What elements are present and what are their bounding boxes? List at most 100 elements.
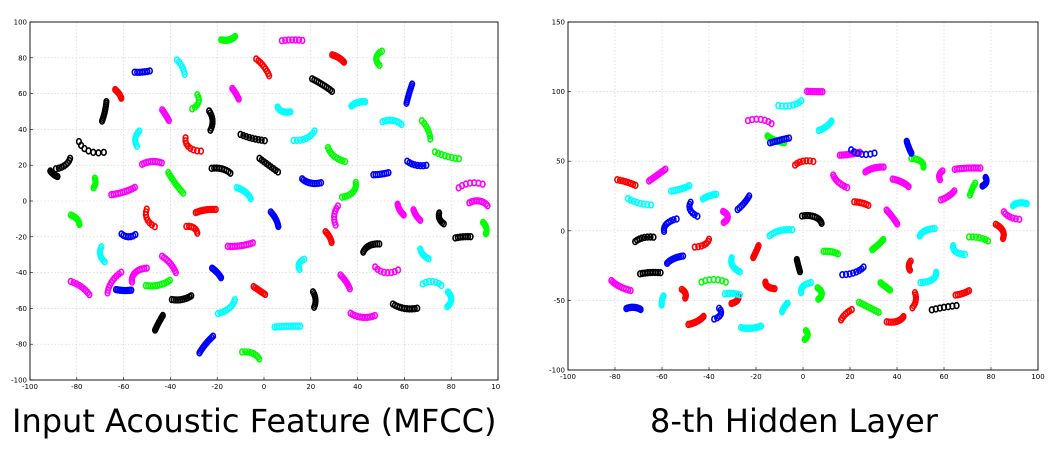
scatter-point [624,194,632,203]
scatter-point [796,267,804,276]
scatter-point [736,268,743,276]
x-tick-label: -60 [656,373,667,381]
scatter-point [950,242,957,250]
scatter-point [95,149,102,157]
scatter-point [300,135,307,144]
scatter-point [159,311,166,320]
plot-frame [29,21,499,381]
scatter-point [900,312,907,321]
y-tick-label: -60 [16,305,27,313]
scatter-point [194,229,201,237]
scatter-point [394,266,402,274]
scatter-point [182,137,189,145]
scatter-point [746,192,753,200]
chart-right-caption: 8-th Hidden Layer [650,402,938,440]
scatter-points [608,87,1030,344]
x-tick-label: -80 [71,383,82,390]
chart-right-panel: -100 -80 -60 -40 -20 0 20 40 60 80 100 -100 -50 0 50 10… [540,10,1060,390]
y-tick-label: 80 [18,54,27,62]
scatter-point [255,136,262,144]
scatter-point [911,289,919,297]
scatter-point [982,173,989,182]
scatter-point [764,132,771,140]
scatter-point [311,127,318,135]
scatter-point [784,299,791,307]
scatter-point [804,211,811,220]
scatter-point [295,36,303,44]
scatter-point [418,116,425,125]
scatter-point [146,67,153,75]
scatter-point [467,232,474,241]
scatter-point [394,200,401,208]
scatter-point [212,205,219,214]
scatter-point [231,296,239,304]
y-tick-label: 150 [552,19,565,27]
scatter-point [227,169,234,177]
scatter-point [786,225,793,234]
scatter-point [297,322,304,330]
scatter-point [455,155,463,163]
scatter-point [855,298,863,307]
scatter-point [645,177,653,185]
x-tick-label: -60 [118,383,129,390]
x-tick-label: 0 [801,373,805,381]
scatter-point [208,264,216,272]
scatter-point [853,198,860,206]
scatter-point [190,146,197,154]
y-tick-label: -100 [11,377,27,385]
y-tick-label: -20 [16,233,27,241]
scatter-point [632,237,639,246]
scatter-point [317,179,325,187]
scatter-point [637,199,644,208]
y-tick-label: -40 [16,269,27,277]
scatter-point [698,242,705,250]
x-tick-label: 60 [940,373,949,381]
scatter-point [670,216,677,224]
scatter-point [786,102,793,110]
scatter-point [242,348,249,356]
scatter-point [647,233,654,241]
scatter-point [85,147,92,155]
scatter-point [846,270,853,278]
scatter-point [278,36,285,45]
scatter-point [798,212,806,220]
x-tick-label: 80 [987,373,996,381]
scatter-point [448,153,455,162]
scatter-point [322,228,329,236]
scatter-point [332,221,339,229]
scatter-point [766,232,773,240]
x-tick-label: 80 [447,383,456,390]
scatter-point [819,88,826,96]
scatter-point [438,281,445,290]
scatter-point [288,36,296,44]
scatter-point [640,200,647,208]
scatter-point [719,207,727,216]
scatter-point [389,300,396,308]
scatter-point [294,322,302,330]
scatter-point [414,161,421,170]
scatter-point [435,149,442,158]
scatter-point [362,98,369,106]
scatter-point [654,268,662,277]
scatter-point [432,278,439,286]
scatter-point [886,286,894,294]
scatter-point [984,237,992,245]
scatter-point [118,94,125,102]
scatter-point [721,290,728,298]
scatter-point [380,268,387,276]
y-tick-label: 0 [561,227,565,235]
x-tick-label: 60 [400,383,409,390]
scatter-point [796,158,803,166]
scatter-point [232,32,239,41]
scatter-point [931,224,938,233]
y-tick-label: 40 [18,126,27,134]
x-tick-label: -20 [750,373,761,381]
scatter-point [337,271,344,279]
scatter-point [803,157,810,165]
scatter-point [616,176,624,185]
scatter-point [789,226,796,234]
scatter-point [287,108,294,116]
scatter-point [801,211,808,220]
scatter-point [410,206,417,214]
scatter-point [391,267,398,276]
